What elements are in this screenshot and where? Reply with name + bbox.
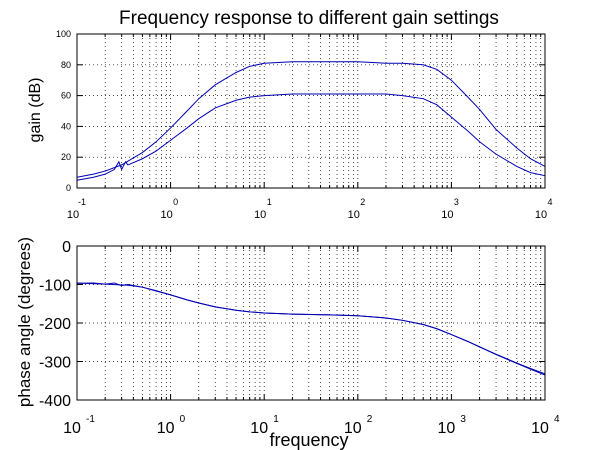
y-tick-label: -300 bbox=[39, 355, 71, 372]
y-tick-label: 60 bbox=[61, 91, 71, 101]
gain-y-axis-label: gain (dB) bbox=[27, 78, 44, 143]
y-tick-label: 0 bbox=[62, 239, 71, 256]
y-tick-label: 80 bbox=[61, 60, 71, 70]
x-tick-label-base: 10 bbox=[531, 420, 549, 437]
series-line-1 bbox=[76, 61, 546, 178]
x-tick-label-base: 10 bbox=[67, 209, 79, 221]
series-line-2 bbox=[76, 93, 546, 181]
x-tick-label-base: 10 bbox=[160, 209, 172, 221]
x-tick-label-base: 10 bbox=[348, 209, 360, 221]
y-tick-label: 100 bbox=[56, 29, 71, 39]
x-tick-label-exponent: 0 bbox=[173, 197, 178, 207]
phase-x-axis-label: frequency bbox=[269, 430, 348, 450]
x-tick-label-base: 10 bbox=[344, 420, 362, 437]
y-tick-label: 40 bbox=[61, 121, 71, 131]
x-tick-label-exponent: 4 bbox=[554, 414, 560, 425]
y-tick-label: 0 bbox=[66, 183, 71, 193]
x-tick-label-exponent: 2 bbox=[367, 414, 373, 425]
x-tick-label-exponent: 3 bbox=[460, 414, 466, 425]
x-tick-label-base: 10 bbox=[438, 420, 456, 437]
x-tick-label-exponent: -1 bbox=[78, 197, 86, 207]
x-tick-label-exponent: 2 bbox=[360, 197, 365, 207]
y-tick-label: 20 bbox=[61, 152, 71, 162]
chart-title: Frequency response to different gain set… bbox=[119, 8, 499, 29]
series-line-2 bbox=[76, 282, 546, 375]
phase-y-axis-label: phase angle (degrees) bbox=[15, 237, 34, 407]
x-tick-label-exponent: 4 bbox=[547, 197, 552, 207]
x-tick-label-exponent: 0 bbox=[180, 414, 186, 425]
x-tick-label-exponent: 1 bbox=[267, 197, 272, 207]
x-tick-label-base: 10 bbox=[63, 420, 81, 437]
x-tick-label-base: 10 bbox=[441, 209, 453, 221]
x-tick-label-base: 10 bbox=[250, 420, 268, 437]
x-tick-label-base: 10 bbox=[535, 209, 547, 221]
series-line-1 bbox=[76, 282, 546, 376]
plot-frame bbox=[76, 245, 546, 401]
plot-frame bbox=[76, 33, 546, 189]
phase-axes: 10 -1 10 0 10 1 10 2 10 3 10 4 -400 -300 -200 -100 0 bbox=[39, 239, 560, 437]
x-tick-label-exponent: -1 bbox=[86, 414, 95, 425]
y-tick-label: -100 bbox=[39, 278, 71, 295]
y-tick-label: -400 bbox=[39, 393, 71, 410]
x-tick-label-base: 10 bbox=[157, 420, 175, 437]
y-tick-label: -200 bbox=[39, 316, 71, 333]
x-tick-label-exponent: 3 bbox=[454, 197, 459, 207]
x-tick-label-base: 10 bbox=[254, 209, 266, 221]
x-tick-label-exponent: 1 bbox=[273, 414, 279, 425]
